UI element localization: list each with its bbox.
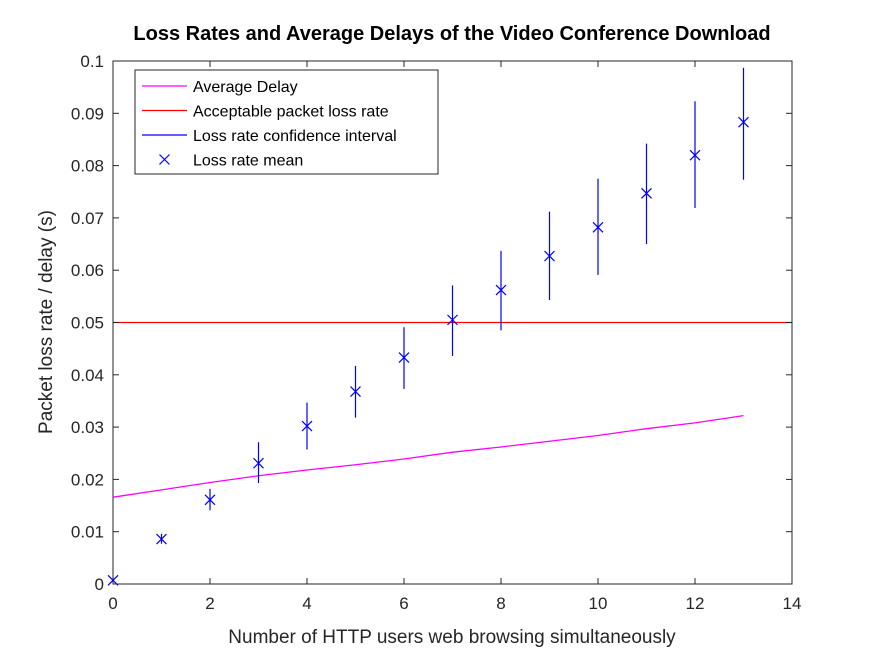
y-tick-label: 0.04 bbox=[71, 366, 104, 385]
y-tick-label: 0.07 bbox=[71, 209, 104, 228]
x-axis-label: Number of HTTP users web browsing simult… bbox=[228, 627, 676, 648]
y-tick-label: 0 bbox=[95, 575, 104, 594]
legend-label: Average Delay bbox=[193, 79, 298, 96]
legend-label: Loss rate confidence interval bbox=[193, 128, 397, 145]
loss-rate-mean-marker bbox=[544, 250, 555, 262]
y-tick-label: 0.01 bbox=[71, 523, 104, 542]
loss-rate-mean-marker bbox=[641, 187, 652, 199]
y-tick-label: 0.06 bbox=[71, 261, 104, 280]
x-tick-label: 12 bbox=[686, 594, 705, 613]
y-tick-label: 0.03 bbox=[71, 418, 104, 437]
loss-rate-mean-marker bbox=[301, 420, 313, 432]
x-tick-label: 0 bbox=[108, 594, 117, 613]
chart-title: Loss Rates and Average Delays of the Vid… bbox=[133, 23, 770, 45]
series-layer bbox=[107, 67, 792, 586]
loss-rate-mean-marker bbox=[398, 352, 410, 363]
y-tick-label: 0.05 bbox=[71, 314, 104, 333]
legend-items: Average Delay Acceptable packet loss rate… bbox=[142, 79, 397, 170]
legend-label: Loss rate mean bbox=[193, 153, 303, 170]
x-tick-label: 14 bbox=[783, 594, 802, 613]
y-axis-label: Packet loss rate / delay (s) bbox=[36, 210, 57, 434]
x-tick-label: 2 bbox=[205, 594, 214, 613]
loss-rate-mean-marker bbox=[447, 314, 458, 326]
loss-rate-mean-marker bbox=[204, 494, 216, 506]
loss-rate-mean-marker bbox=[253, 457, 264, 469]
average-delay-line bbox=[112, 414, 744, 498]
legend-box bbox=[134, 69, 439, 175]
loss-rate-mean-marker bbox=[495, 284, 507, 296]
x-tick-label: 6 bbox=[399, 594, 408, 613]
legend-swatch bbox=[159, 154, 170, 165]
loss-rate-mean-marker bbox=[689, 149, 701, 161]
legend-label: Acceptable packet loss rate bbox=[193, 104, 389, 121]
y-tick-label: 0.02 bbox=[71, 470, 104, 489]
y-tick-label: 0.1 bbox=[80, 52, 104, 71]
y-tick-label: 0.08 bbox=[71, 157, 104, 176]
loss-rate-mean-marker bbox=[156, 533, 167, 545]
legend: Average Delay Acceptable packet loss rate… bbox=[134, 69, 439, 175]
loss-rate-mean-marker bbox=[592, 221, 604, 233]
x-tick-label: 4 bbox=[302, 594, 311, 613]
y-tick-label: 0.09 bbox=[71, 104, 104, 123]
loss-rate-mean-marker bbox=[350, 386, 361, 397]
ticks-layer: 0 2 4 6 8 10 12 14 0 0.01 0.02 0.03 0.04 0.05 0.06 0.07… bbox=[71, 52, 802, 613]
x-tick-label: 8 bbox=[496, 594, 505, 613]
x-tick-label: 10 bbox=[589, 594, 608, 613]
loss-rate-mean-marker bbox=[738, 116, 749, 128]
